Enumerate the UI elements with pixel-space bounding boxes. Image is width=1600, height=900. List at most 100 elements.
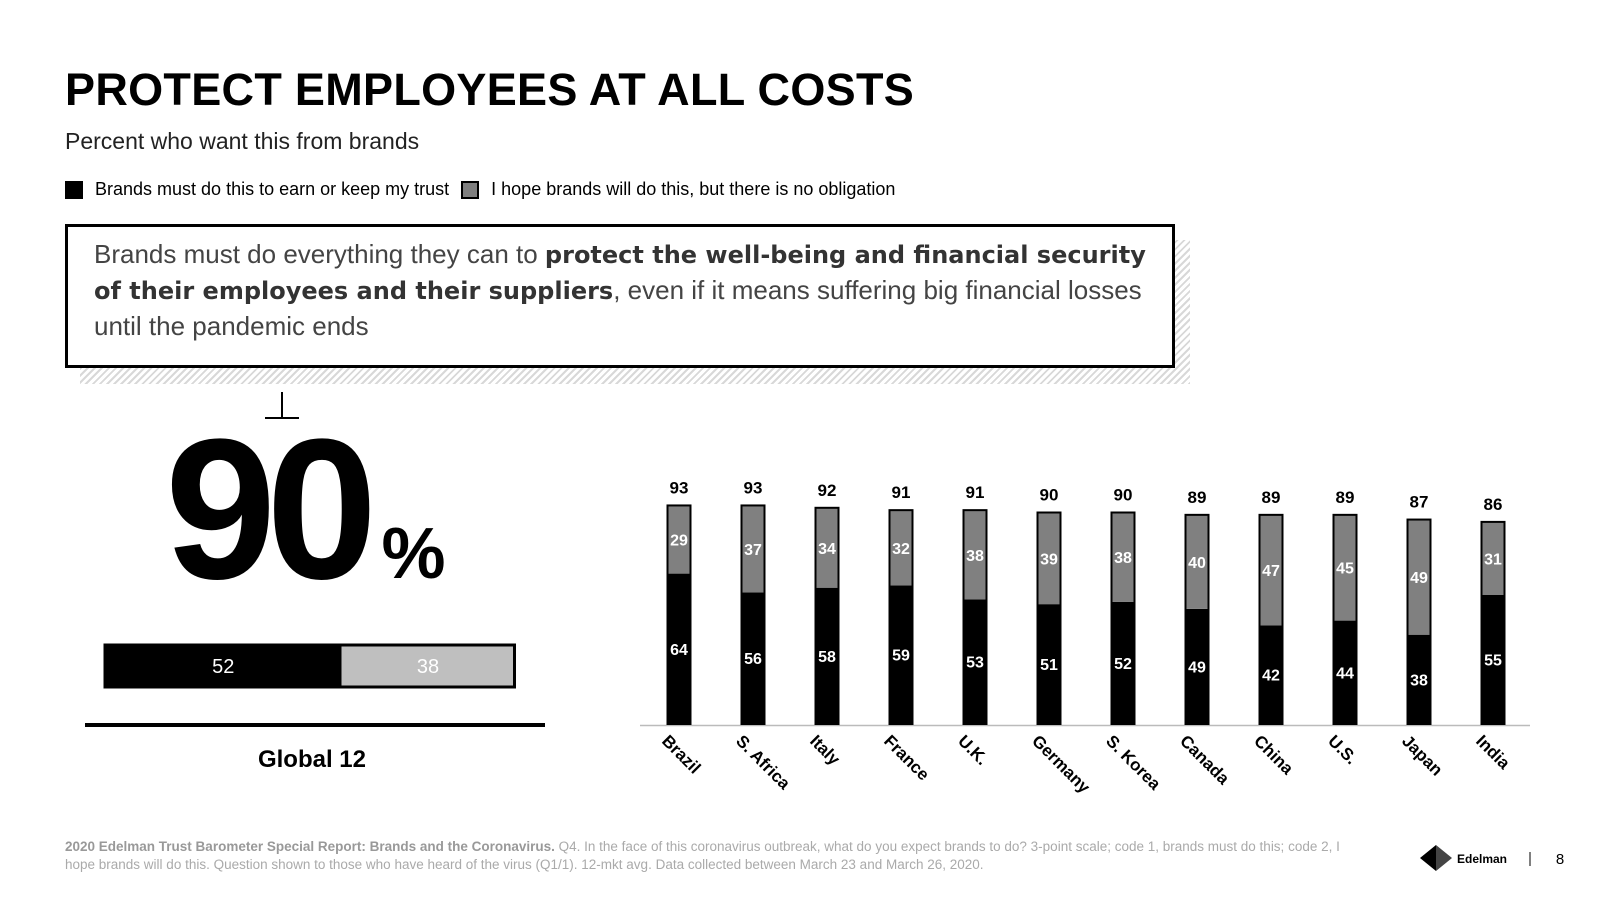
bar-segment (741, 592, 765, 724)
logo-shape (1436, 845, 1452, 871)
bar-segment (889, 510, 913, 586)
x-tick-label: Germany (1028, 731, 1094, 797)
segment-label: 40 (1188, 555, 1206, 572)
logo: Edelman (1457, 852, 1507, 866)
segment-label: 58 (818, 649, 836, 666)
legend-label: Brands must do this to earn or keep my t… (95, 179, 450, 199)
segment-label: 42 (1262, 668, 1280, 685)
x-tick-label: Japan (1398, 731, 1446, 779)
x-tick-label: S. Africa (732, 731, 794, 793)
bar-segment (815, 587, 839, 724)
bar-segment (667, 505, 691, 574)
legend-label: I hope brands will do this, but there is… (491, 179, 896, 199)
segment-label: 38 (1410, 672, 1428, 689)
bar-outline (1332, 513, 1358, 725)
segment-label: 53 (966, 655, 984, 672)
total-label: 92 (818, 481, 837, 500)
segment-label: 47 (1262, 563, 1280, 580)
bar-segment (105, 645, 342, 687)
bar-outline (962, 509, 988, 725)
bar-outline (1036, 511, 1062, 725)
legend-item: Brands must do this to earn or keep my t… (65, 179, 449, 200)
bar-segment (1185, 514, 1209, 609)
bar-outline (740, 504, 766, 726)
legend-item: I hope brands will do this, but there is… (461, 179, 895, 200)
total-label: 93 (670, 478, 689, 497)
statement-part: , even if it means suffering big financi… (94, 275, 1142, 341)
bar-segment (1481, 521, 1505, 595)
segment-label: 29 (670, 533, 688, 550)
statement-part: protect the well-being and financial sec… (94, 241, 1146, 305)
bar-segment (1259, 514, 1283, 626)
bar-outline (103, 643, 516, 689)
segment-label: 44 (1336, 665, 1354, 682)
segment-label: 52 (1114, 656, 1132, 673)
x-tick-label: S. Korea (1102, 731, 1165, 794)
total-label: 90 (1114, 486, 1133, 505)
total-label: 90 (1040, 486, 1059, 505)
total-label: 86 (1484, 495, 1503, 514)
bar-segment (1037, 604, 1061, 724)
segment-label: 31 (1484, 551, 1502, 568)
bar-outline (888, 509, 914, 725)
segment-label: 38 (966, 548, 984, 565)
total-label: 93 (744, 478, 763, 497)
legend-swatch (65, 180, 83, 199)
logo-shape (1420, 845, 1436, 871)
bar-outline (666, 504, 692, 726)
segment-label: 64 (670, 642, 688, 659)
x-tick-label: India (1472, 731, 1514, 773)
legend: Brands must do this to earn or keep my t… (65, 179, 895, 200)
bar-segment (667, 573, 691, 724)
bar-segment (741, 505, 765, 593)
segment-label: 49 (1410, 570, 1428, 587)
page-number: 8 (1556, 851, 1564, 868)
footnote-source: 2020 Edelman Trust Barometer Special Rep… (65, 839, 555, 854)
total-label: 89 (1262, 488, 1281, 507)
bar-outline (1480, 520, 1506, 726)
bar-segment (1111, 512, 1135, 602)
total-label: 89 (1336, 488, 1355, 507)
bar-segment (341, 645, 515, 687)
total-label: 87 (1410, 493, 1429, 512)
x-tick-label: Italy (806, 731, 844, 769)
x-tick-label: Canada (1176, 731, 1233, 788)
total-label: 91 (892, 483, 911, 502)
segment-label: 32 (892, 541, 910, 558)
bar-outline (1406, 518, 1432, 725)
segment-label: 37 (744, 542, 762, 559)
bar-segment (963, 510, 987, 600)
segment-label: 39 (1040, 551, 1058, 568)
segment-label: 56 (744, 651, 762, 668)
segment-label: 52 (212, 656, 234, 678)
bar-segment (1185, 608, 1209, 724)
category-label: Global 12 (258, 746, 366, 773)
x-tick-label: France (880, 731, 933, 784)
title: PROTECT EMPLOYEES AT ALL COSTS (65, 64, 915, 115)
bar-segment (963, 599, 987, 724)
bar-segment (815, 507, 839, 588)
x-tick-label: Brazil (658, 731, 704, 777)
segment-label: 38 (1114, 550, 1132, 567)
logo-mark (1420, 845, 1452, 871)
footnote: 2020 Edelman Trust Barometer Special Rep… (65, 838, 1355, 874)
segment-label: 45 (1336, 561, 1354, 578)
bar-segment (1333, 514, 1357, 621)
footnote-text: Q4. In the face of this coronavirus outb… (65, 839, 1340, 872)
x-tick-label: U.K. (954, 731, 991, 768)
x-tick-label: China (1250, 731, 1297, 778)
bar-segment (1259, 625, 1283, 724)
subtitle: Percent who want this from brands (65, 128, 420, 154)
segment-label: 59 (892, 648, 910, 665)
headline-number: 90% (165, 398, 446, 621)
segment-label: 34 (818, 541, 836, 558)
segment-label: 49 (1188, 659, 1206, 676)
bar-outline (1110, 511, 1136, 725)
total-label: 89 (1188, 488, 1207, 507)
segment-label: 51 (1040, 657, 1058, 674)
x-tick-label: U.S. (1324, 731, 1361, 768)
segment-label: 38 (417, 656, 439, 678)
bar-outline (1258, 513, 1284, 725)
